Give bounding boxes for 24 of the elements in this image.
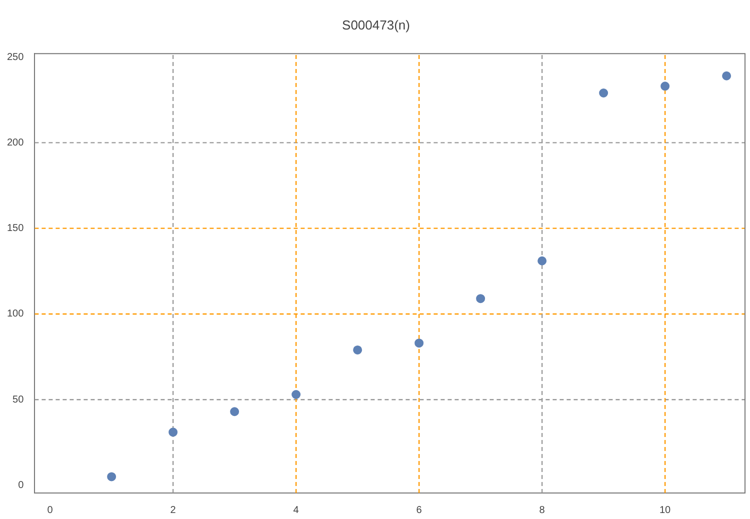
point (230, 407, 240, 416)
y-tick-label: 250 (6, 52, 24, 63)
y-tick-label: 200 (6, 137, 24, 148)
point (292, 390, 301, 399)
point (722, 71, 732, 80)
y-tick-label: 0 (18, 480, 24, 492)
point (414, 338, 424, 348)
point (107, 472, 116, 482)
x-tick-label: 8 (539, 504, 546, 516)
point (353, 345, 362, 354)
y-tick-label: 100 (6, 308, 24, 320)
x-tick-label: 6 (416, 504, 422, 516)
point (168, 428, 178, 437)
point (599, 88, 608, 98)
y-tick-label: 150 (6, 223, 24, 234)
x-tick-label: 2 (170, 504, 176, 516)
chart-title: S000473(n) (342, 17, 410, 32)
point (660, 82, 670, 91)
x-tick-label: 10 (659, 504, 672, 516)
x-tick-label: 0 (47, 504, 54, 516)
point (476, 294, 486, 304)
point (538, 256, 547, 266)
x-tick-label: 4 (293, 504, 300, 516)
y-tick-label: 50 (12, 394, 24, 406)
